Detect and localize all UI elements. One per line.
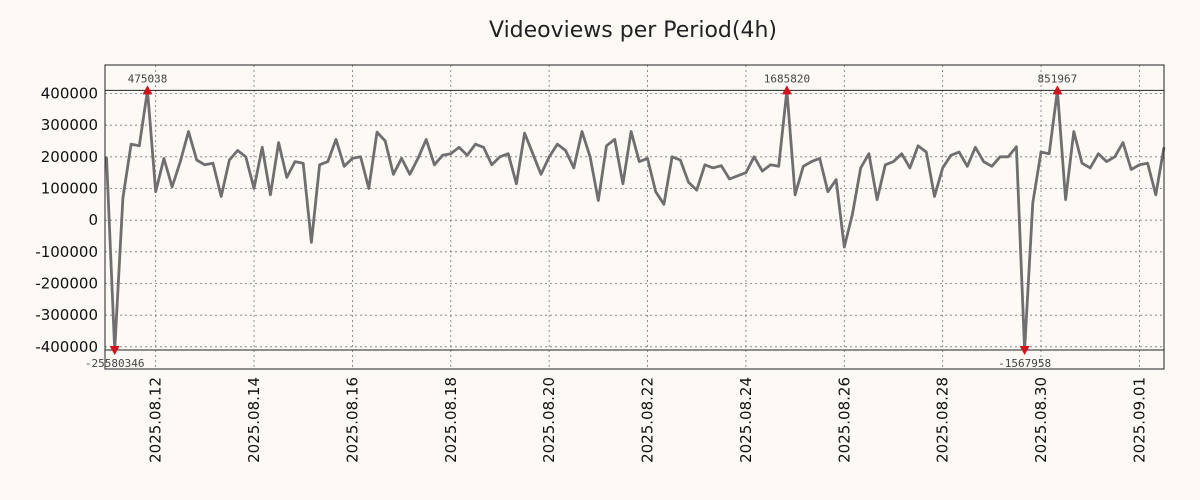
extremum-annotation: 851967: [1038, 72, 1078, 85]
extremum-annotation: -1567958: [998, 357, 1051, 370]
series-line: [105, 88, 1166, 352]
y-tick-label: -100000: [35, 243, 98, 261]
series-layer: [105, 88, 1166, 352]
marker-layer: [109, 85, 1063, 355]
y-tick-label: 200000: [41, 148, 98, 166]
x-tick-label: 2025.08.14: [245, 377, 263, 463]
x-tick-label: 2025.08.16: [343, 377, 361, 463]
y-tick-label: 300000: [41, 116, 98, 134]
plot-frame: [104, 64, 1165, 370]
x-tick-label: 2025.08.24: [737, 377, 755, 463]
x-tick-label: 2025.08.20: [540, 377, 558, 463]
y-tick-label: -400000: [35, 338, 98, 356]
reference-lines: [105, 89, 1164, 351]
y-axis-ticks: 400000 300000 200000 100000 0 -100000 -200000 -…: [35, 85, 98, 356]
x-tick-label: 2025.08.26: [835, 377, 853, 463]
y-tick-label: 100000: [41, 180, 98, 198]
x-tick-label: 2025.08.28: [934, 377, 952, 463]
trough-marker: [1019, 346, 1030, 355]
x-tick-label: 2025.08.12: [147, 377, 165, 463]
y-tick-label: -300000: [35, 306, 98, 324]
annotation-layer: 475038 1685820 851967 -25580346 -1567958: [85, 72, 1077, 370]
peak-marker: [142, 85, 153, 95]
x-tick-label: 2025.09.01: [1130, 377, 1148, 463]
x-tick-label: 2025.08.22: [639, 377, 657, 463]
peak-marker: [781, 85, 792, 95]
y-tick-label: -200000: [35, 275, 98, 293]
extremum-annotation: 475038: [128, 72, 168, 85]
extremum-annotation: -25580346: [85, 357, 145, 370]
x-tick-label: 2025.08.18: [442, 377, 460, 463]
y-tick-label: 400000: [41, 85, 98, 103]
peak-marker: [1052, 85, 1063, 95]
chart-title: Videoviews per Period(4h): [489, 18, 777, 43]
trough-marker: [109, 346, 120, 355]
x-axis-ticks: 2025.08.12 2025.08.14 2025.08.16 2025.08.18…: [147, 377, 1149, 463]
grid-layer: [105, 65, 1164, 369]
x-tick-label: 2025.08.30: [1032, 377, 1050, 463]
extremum-annotation: 1685820: [764, 72, 810, 85]
y-tick-label: 0: [88, 211, 98, 229]
